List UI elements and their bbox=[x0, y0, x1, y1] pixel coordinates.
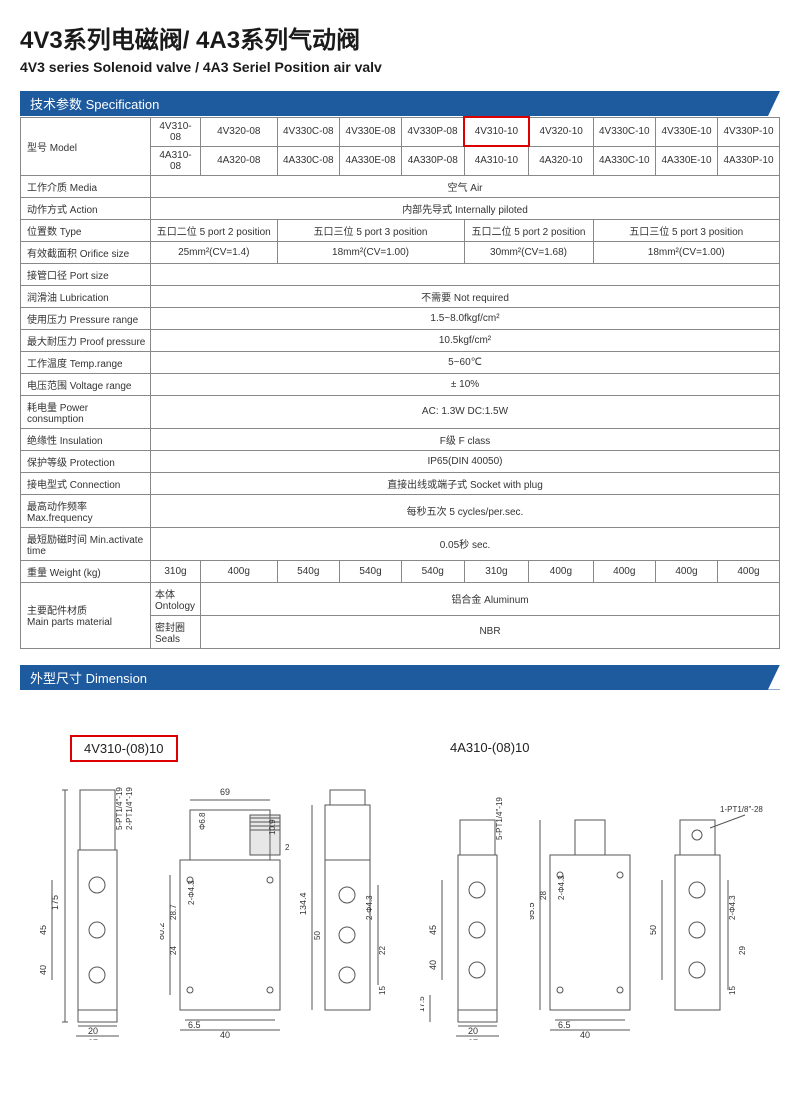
svg-text:50: 50 bbox=[650, 924, 658, 934]
svg-text:17.5: 17.5 bbox=[420, 995, 426, 1011]
temp-label: 工作温度 Temp.range bbox=[21, 351, 151, 373]
svg-text:134.4: 134.4 bbox=[300, 892, 308, 915]
svg-text:40: 40 bbox=[580, 1030, 590, 1040]
svg-text:27: 27 bbox=[468, 1038, 478, 1040]
svg-text:50: 50 bbox=[313, 930, 322, 939]
svg-text:2-Φ4.3: 2-Φ4.3 bbox=[365, 894, 374, 919]
drawing-4a310-side: 45 40 17.5 20 27 5-PT1/4"-19 bbox=[420, 780, 530, 1040]
svg-text:69: 69 bbox=[220, 787, 230, 797]
protection-label: 保护等级 Protection bbox=[21, 450, 151, 472]
orifice-label: 有效截面积 Orifice size bbox=[21, 241, 151, 263]
insulation-label: 绝缘性 Insulation bbox=[21, 428, 151, 450]
spec-section-header: 技术参数 Specification bbox=[20, 91, 780, 116]
port-label: 接管口径 Port size bbox=[21, 263, 151, 285]
frequency-label: 最高动作频率 Max.frequency bbox=[21, 494, 151, 527]
title-english: 4V3 series Solenoid valve / 4A3 Seriel P… bbox=[20, 59, 780, 75]
svg-text:95.5: 95.5 bbox=[530, 902, 536, 920]
dimension-section-header: 外型尺寸 Dimension bbox=[20, 665, 780, 690]
media-label: 工作介质 Media bbox=[21, 175, 151, 197]
svg-text:20: 20 bbox=[88, 1026, 98, 1036]
pressure-label: 使用压力 Pressure range bbox=[21, 307, 151, 329]
dimension-label-4a310: 4A310-(08)10 bbox=[450, 740, 530, 755]
svg-text:40: 40 bbox=[220, 1030, 230, 1040]
drawing-4v310-side: 175 45 40 20 27 5-PT1/4"-19 2-PT1/4"-19 bbox=[40, 780, 150, 1040]
weight-label: 重量 Weight (kg) bbox=[21, 560, 151, 582]
svg-text:6.5: 6.5 bbox=[558, 1020, 571, 1030]
svg-text:5-PT1/4"-19: 5-PT1/4"-19 bbox=[115, 786, 124, 829]
model-row-1: 型号 Model 4V310-08 4V320-08 4V330C-08 4V3… bbox=[21, 117, 780, 146]
material-label: 主要配件材质 Main parts material bbox=[21, 582, 151, 648]
proof-label: 最大耐压力 Proof pressure bbox=[21, 329, 151, 351]
svg-text:29: 29 bbox=[738, 945, 747, 954]
svg-text:45: 45 bbox=[428, 924, 438, 934]
svg-text:Φ6.8: Φ6.8 bbox=[198, 811, 207, 829]
svg-text:10.9: 10.9 bbox=[268, 818, 277, 834]
title-chinese: 4V3系列电磁阀/ 4A3系列气动阀 bbox=[20, 20, 780, 55]
drawing-4v310-front: 69 Φ6.8 2-Φ4.3 80.2 28.7 24 10.9 2.4 6.5… bbox=[160, 780, 290, 1040]
drawing-4a310-rightside: 1-PT1/8"-28 50 2-Φ4.3 15 29 bbox=[650, 780, 770, 1040]
drawing-4v310-rightside: 134.4 50 2-Φ4.3 15 22 bbox=[300, 780, 390, 1040]
svg-text:2-Φ4.3: 2-Φ4.3 bbox=[728, 894, 737, 919]
action-label: 动作方式 Action bbox=[21, 197, 151, 219]
svg-text:24: 24 bbox=[169, 945, 178, 954]
svg-text:2-PT1/4"-19: 2-PT1/4"-19 bbox=[125, 786, 134, 829]
svg-text:15: 15 bbox=[378, 985, 387, 994]
seals-label: 密封圈 Seals bbox=[151, 615, 201, 648]
svg-text:5-PT1/4"-19: 5-PT1/4"-19 bbox=[495, 796, 504, 839]
svg-text:20: 20 bbox=[468, 1026, 478, 1036]
dimension-label-4v310: 4V310-(08)10 bbox=[70, 735, 178, 762]
lubrication-label: 润滑油 Lubrication bbox=[21, 285, 151, 307]
drawing-4a310-front: 95.5 28 2-Φ4.3 6.5 40 bbox=[530, 780, 650, 1040]
power-label: 耗电量 Power consumption bbox=[21, 395, 151, 428]
voltage-label: 电压范围 Voltage range bbox=[21, 373, 151, 395]
svg-text:22: 22 bbox=[378, 945, 387, 954]
svg-text:2-Φ4.3: 2-Φ4.3 bbox=[187, 879, 196, 904]
svg-text:28: 28 bbox=[539, 890, 548, 899]
svg-text:45: 45 bbox=[40, 924, 48, 934]
svg-text:28.7: 28.7 bbox=[169, 903, 178, 919]
svg-text:27: 27 bbox=[88, 1038, 98, 1040]
activate-label: 最短励磁时间 Min.activate time bbox=[21, 527, 151, 560]
ontology-label: 本体 Ontology bbox=[151, 582, 201, 615]
model-label: 型号 Model bbox=[21, 117, 151, 175]
svg-text:175: 175 bbox=[50, 894, 60, 909]
highlighted-model: 4V310-10 bbox=[464, 117, 529, 146]
svg-text:15: 15 bbox=[728, 985, 737, 994]
svg-text:40: 40 bbox=[428, 959, 438, 969]
svg-text:40: 40 bbox=[40, 964, 48, 974]
svg-text:2-Φ4.3: 2-Φ4.3 bbox=[557, 874, 566, 899]
specification-table: 型号 Model 4V310-08 4V320-08 4V330C-08 4V3… bbox=[20, 116, 780, 649]
svg-text:6.5: 6.5 bbox=[188, 1020, 201, 1030]
svg-text:2.4: 2.4 bbox=[285, 843, 290, 852]
dimension-drawings: 4V310-(08)10 4A310-(08)10 175 45 40 20 2… bbox=[20, 710, 780, 1090]
svg-text:1-PT1/8"-28: 1-PT1/8"-28 bbox=[720, 805, 763, 814]
type-label: 位置数 Type bbox=[21, 219, 151, 241]
svg-text:80.2: 80.2 bbox=[160, 922, 166, 940]
connection-label: 接电型式 Connection bbox=[21, 472, 151, 494]
